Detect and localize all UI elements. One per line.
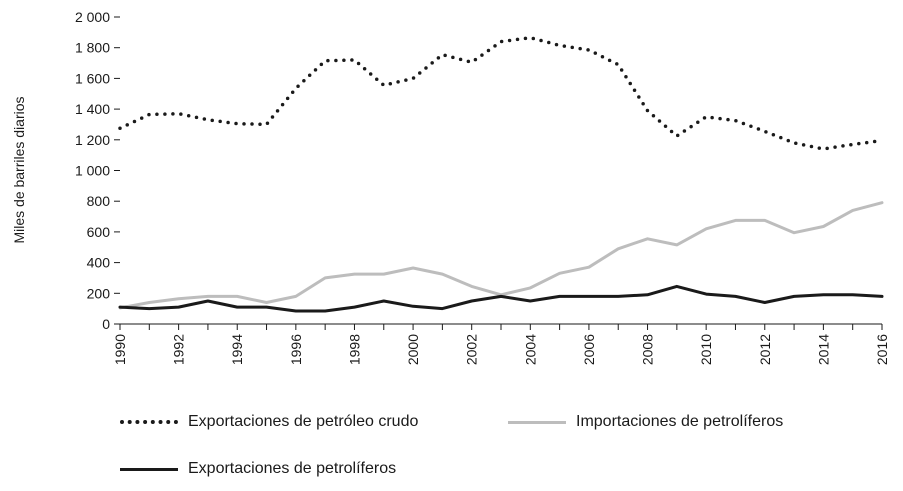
y-tick-label: 1 000 (75, 163, 110, 179)
y-tick-label: 200 (87, 285, 111, 301)
x-tick-label: 2006 (581, 334, 597, 365)
y-tick-label: 1 400 (75, 101, 110, 117)
series-line-1 (118, 35, 884, 151)
x-tick-label: 1992 (171, 334, 187, 365)
x-tick-label: 2000 (405, 334, 421, 365)
x-tick-label: 2002 (464, 334, 480, 365)
series-line-2 (118, 201, 884, 310)
x-tick-label: 2014 (815, 334, 831, 365)
y-tick-label: 1 600 (75, 70, 110, 86)
y-tick-label: 1 200 (75, 132, 110, 148)
x-tick-label: 2016 (874, 334, 890, 365)
y-tick-label: 1 800 (75, 40, 110, 56)
y-axis-ticks: 0 200 400 600 800 1 000 1 200 1 400 1 600 1 800 2 … (75, 9, 120, 332)
x-tick-label: 1998 (346, 334, 362, 365)
x-axis-ticks: 1990 1992 1994 1996 1998 2000 2002 2004 2006 2008… (112, 324, 890, 365)
x-tick-label: 1990 (112, 334, 128, 365)
y-axis-title: Miles de barriles diarios (11, 96, 27, 243)
y-tick-label: 400 (87, 255, 111, 271)
x-tick-label: 2012 (757, 334, 773, 365)
series-lines (118, 35, 884, 313)
x-tick-label: 2008 (640, 334, 656, 365)
y-tick-label: 600 (87, 224, 111, 240)
x-tick-label: 2010 (698, 334, 714, 365)
x-tick-label: 1994 (229, 334, 245, 365)
x-tick-label: 2004 (522, 334, 538, 365)
y-tick-label: 800 (87, 193, 111, 209)
series-line-3 (118, 284, 884, 313)
x-tick-label: 1996 (288, 334, 304, 365)
y-tick-label: 2 000 (75, 9, 110, 25)
y-tick-label: 0 (102, 316, 110, 332)
